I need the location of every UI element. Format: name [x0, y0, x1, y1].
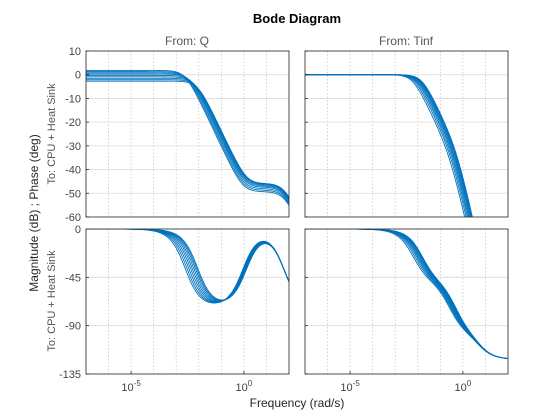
chart-title: Bode Diagram	[253, 11, 341, 26]
grid-layer	[85, 50, 509, 375]
y-tick-label: -40	[65, 165, 81, 177]
series-line-q_mag-4	[86, 74, 289, 201]
y-tick-label: -90	[65, 321, 81, 333]
series-line-q_mag-5	[86, 76, 289, 200]
y-axis-label: Magnitude (dB) ; Phase (deg)	[27, 134, 41, 291]
panel-background-tr	[305, 51, 508, 217]
curve-group-q_mag	[86, 70, 289, 206]
x-tick-label: 10-5	[340, 379, 360, 394]
x-tick-label: 100	[236, 379, 253, 394]
y-tick-label: 0	[75, 224, 81, 236]
row-label-phase: To: CPU + Heat Sink	[46, 250, 58, 352]
row-label-magnitude: To: CPU + Heat Sink	[46, 83, 58, 185]
y-tick-label: -20	[65, 117, 81, 129]
frame-layer	[85, 50, 509, 375]
column-label-q: From: Q	[165, 34, 209, 48]
curve-group-tinf_mag	[305, 74, 473, 217]
panel-background-br	[305, 229, 508, 374]
y-tick-label: 10	[69, 46, 81, 58]
x-tick-label: 100	[455, 379, 472, 394]
panel-background-tl	[86, 51, 289, 217]
y-tick-label: -60	[65, 212, 81, 224]
panel-frame-tl	[85, 50, 290, 218]
x-axis-label: Frequency (rad/s)	[250, 396, 345, 410]
panel-frame-tr	[304, 50, 509, 218]
series-line-tinf_mag-8	[305, 74, 473, 217]
series-line-q_mag-8	[86, 80, 289, 198]
panel-frame-br	[304, 228, 509, 375]
y-tick-label: -45	[65, 272, 81, 284]
y-tick-label: -10	[65, 93, 81, 105]
panel-frame-bl	[85, 228, 290, 375]
y-tick-label: 0	[75, 70, 81, 82]
y-tick-label: -30	[65, 141, 81, 153]
y-tick-label: -135	[59, 369, 81, 381]
column-label-tinf: From: Tinf	[379, 34, 434, 48]
y-tick-label: -50	[65, 188, 81, 200]
series-line-q_mag-6	[86, 77, 289, 199]
x-tick-label: 10-5	[121, 379, 141, 394]
